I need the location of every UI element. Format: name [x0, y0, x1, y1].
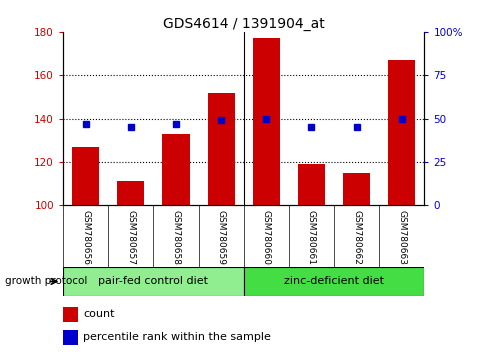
Text: growth protocol: growth protocol	[5, 276, 87, 286]
Text: count: count	[83, 309, 114, 319]
Bar	[63, 267, 243, 296]
Bar	[63, 307, 77, 321]
Text: GSM780659: GSM780659	[216, 210, 225, 265]
Bar	[387, 60, 414, 205]
Text: GSM780663: GSM780663	[396, 210, 406, 265]
Bar	[162, 134, 189, 205]
Text: GSM780662: GSM780662	[351, 210, 361, 265]
Text: GSM780660: GSM780660	[261, 210, 270, 265]
Bar	[63, 330, 77, 345]
Bar	[117, 182, 144, 205]
Title: GDS4614 / 1391904_at: GDS4614 / 1391904_at	[163, 17, 324, 31]
Text: GSM780657: GSM780657	[126, 210, 135, 265]
Bar	[342, 173, 369, 205]
Text: GSM780656: GSM780656	[81, 210, 90, 265]
Bar	[207, 93, 234, 205]
Bar	[243, 267, 424, 296]
Text: GSM780661: GSM780661	[306, 210, 315, 265]
Bar	[252, 38, 279, 205]
Bar	[72, 147, 99, 205]
Text: percentile rank within the sample: percentile rank within the sample	[83, 332, 270, 342]
Text: pair-fed control diet: pair-fed control diet	[98, 276, 208, 286]
Text: GSM780658: GSM780658	[171, 210, 180, 265]
Bar	[297, 164, 324, 205]
Text: zinc-deficient diet: zinc-deficient diet	[284, 276, 383, 286]
